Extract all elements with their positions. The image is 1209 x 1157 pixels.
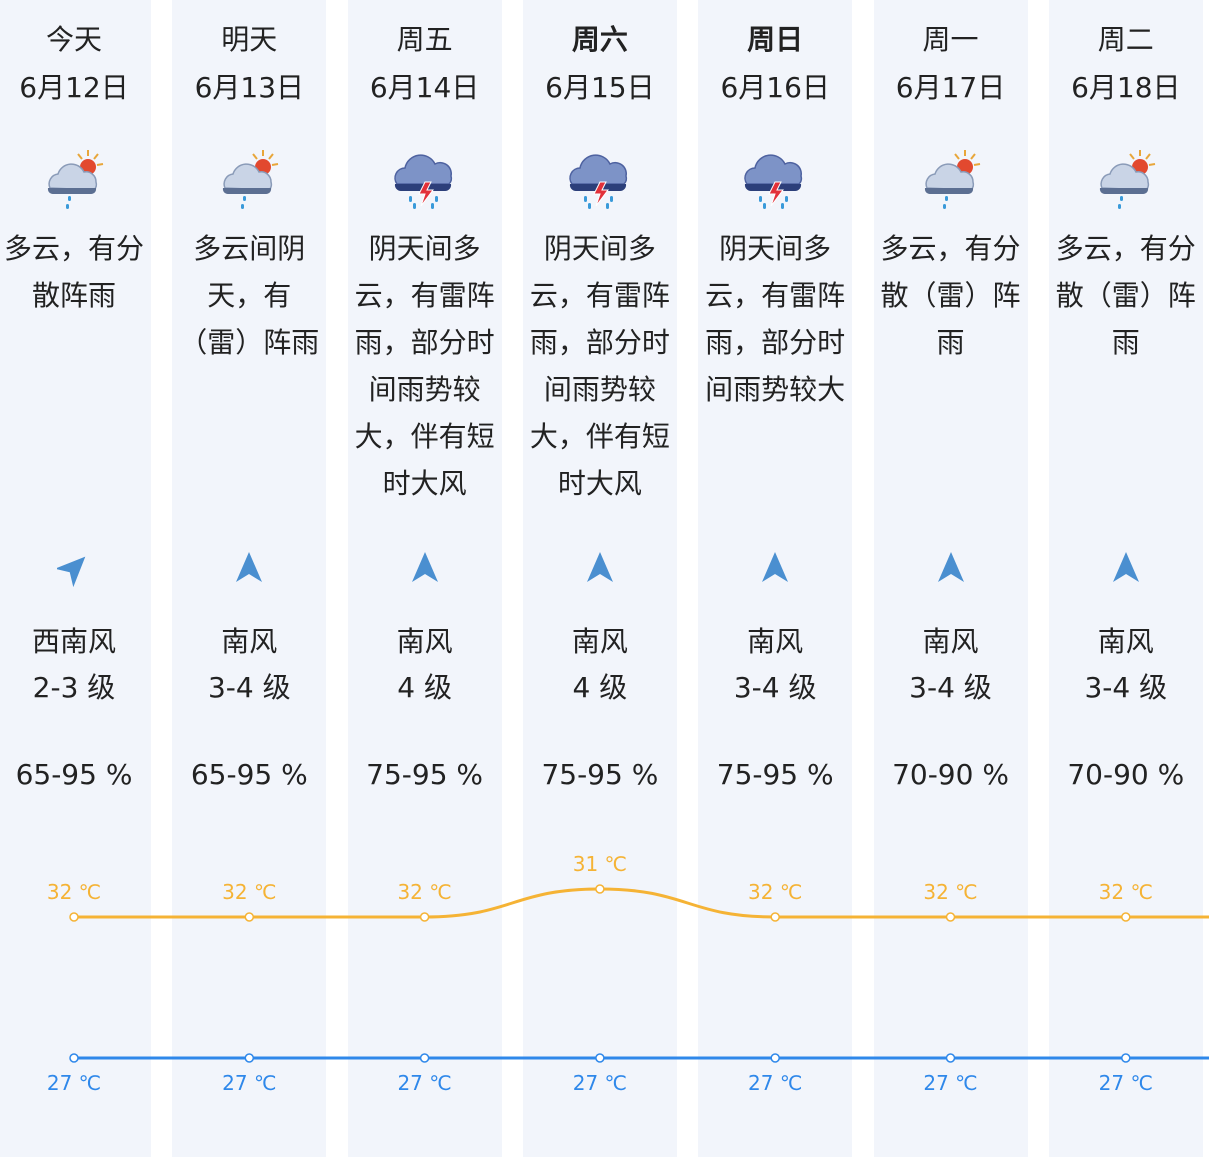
day-column: 周一 6月17日多云，有分 散（雷）阵 雨南风 3-4 级 70-90 % — [873, 0, 1028, 1157]
high-temperature-point — [244, 912, 255, 922]
date-label: 6月12日 — [19, 71, 129, 104]
humidity-range: 70-90 % — [1067, 758, 1185, 791]
high-temperature-point — [419, 912, 430, 922]
high-temperature-label: 32 ℃ — [748, 880, 802, 904]
high-temperature-label: 31 ℃ — [573, 852, 627, 876]
high-temperature-label: 32 ℃ — [923, 880, 977, 904]
wind-level: 4 级 — [397, 671, 452, 704]
high-temperature-point — [770, 912, 780, 922]
wind-direction: 南风 — [1097, 625, 1154, 658]
date-label: 6月16日 — [720, 71, 830, 104]
weekday-label: 周日 — [747, 23, 804, 56]
south-wind-arrow-icon — [758, 548, 792, 588]
humidity-range: 70-90 % — [892, 758, 1009, 791]
thunderstorm-icon — [741, 148, 809, 212]
humidity-range: 65-95 % — [15, 758, 133, 791]
low-temperature-label: 27 ℃ — [1099, 1071, 1153, 1095]
high-temperature-label: 32 ℃ — [222, 880, 276, 904]
partly-cloudy-rain-icon — [1092, 148, 1160, 212]
date-label: 6月14日 — [369, 71, 480, 104]
low-temperature-point — [244, 1053, 255, 1063]
low-temperature-point — [1121, 1053, 1131, 1063]
wind-level: 4 级 — [572, 671, 628, 704]
humidity-range: 65-95 % — [190, 758, 308, 791]
weather-description: 多云间阴 天，有 （雷）阵雨 — [179, 232, 320, 359]
high-temperature-label: 32 ℃ — [47, 880, 101, 904]
low-temperature-label: 27 ℃ — [397, 1071, 451, 1095]
low-temperature-point — [419, 1053, 430, 1063]
partly-cloudy-rain-icon — [215, 148, 283, 212]
high-temperature-point — [595, 884, 605, 894]
weekday-label: 周一 — [922, 23, 979, 56]
low-temperature-point — [770, 1053, 780, 1063]
date-label: 6月18日 — [1071, 71, 1181, 104]
low-temperature-point — [595, 1053, 605, 1063]
high-temperature-point — [69, 912, 79, 922]
weekday-label: 明天 — [221, 23, 278, 56]
thunderstorm-icon — [566, 148, 634, 212]
weekday-label: 周六 — [571, 23, 628, 56]
high-temperature-label: 32 ℃ — [1099, 880, 1153, 904]
wind-direction: 南风 — [396, 625, 453, 658]
wind-direction: 西南风 — [31, 625, 116, 658]
wind-direction: 南风 — [571, 625, 628, 658]
day-column: 周五 6月14日阴天间多 云，有雷阵 雨，部分时 间雨势较 大，伴有短 时大风南风… — [347, 0, 502, 1157]
low-temperature-point — [945, 1053, 956, 1063]
date-label: 6月15日 — [545, 71, 655, 104]
southwest-wind-arrow-icon — [54, 548, 91, 588]
thunderstorm-icon — [391, 148, 459, 212]
high-temperature-point — [945, 912, 956, 922]
humidity-range: 75-95 % — [541, 758, 659, 791]
weather-description: 多云，有分 散阵雨 — [3, 232, 144, 312]
low-temperature-label: 27 ℃ — [47, 1071, 101, 1095]
weekday-label: 周五 — [396, 23, 453, 56]
date-label: 6月17日 — [895, 71, 1006, 104]
weather-description: 阴天间多 云，有雷阵 雨，部分时 间雨势较 大，伴有短 时大风 — [354, 232, 495, 500]
weekday-label: 今天 — [45, 23, 102, 56]
low-temperature-point — [69, 1053, 79, 1063]
low-temperature-label: 27 ℃ — [222, 1071, 276, 1095]
day-column: 明天 6月13日多云间阴 天，有 （雷）阵雨南风 3-4 级 65-95 % — [172, 0, 327, 1157]
weekday-label: 周二 — [1097, 23, 1154, 56]
day-column: 周二 6月18日多云，有分 散（雷）阵 雨南风 3-4 级 70-90 % — [1048, 0, 1203, 1157]
humidity-range: 75-95 % — [366, 758, 484, 791]
south-wind-arrow-icon — [232, 548, 266, 588]
wind-direction: 南风 — [747, 625, 804, 658]
date-label: 6月13日 — [194, 71, 305, 104]
wind-direction: 南风 — [221, 625, 278, 658]
high-temperature-label: 32 ℃ — [397, 880, 451, 904]
high-temperature-point — [1121, 912, 1131, 922]
day-column: 今天 6月12日多云，有分 散阵雨西南风 2-3 级 65-95 % — [0, 0, 151, 1157]
wind-level: 3-4 级 — [733, 671, 817, 704]
low-temperature-label: 27 ℃ — [748, 1071, 802, 1095]
day-column: 周日 6月16日阴天间多 云，有雷阵 雨，部分时 间雨势较大南风 3-4 级 75-9… — [698, 0, 853, 1157]
wind-direction: 南风 — [922, 625, 979, 658]
low-temperature-label: 27 ℃ — [923, 1071, 977, 1095]
wind-level: 3-4 级 — [207, 671, 291, 704]
south-wind-arrow-icon — [1109, 548, 1143, 588]
south-wind-arrow-icon — [408, 548, 442, 588]
partly-cloudy-rain-icon — [40, 148, 108, 212]
weather-description: 多云，有分 散（雷）阵 雨 — [1055, 232, 1196, 359]
humidity-range: 75-95 % — [716, 758, 834, 791]
wind-level: 3-4 级 — [909, 671, 992, 704]
weather-description: 阴天间多 云，有雷阵 雨，部分时 间雨势较大 — [705, 232, 846, 406]
partly-cloudy-rain-icon — [917, 148, 985, 212]
low-temperature-label: 27 ℃ — [573, 1071, 627, 1095]
day-column: 周六 6月15日阴天间多 云，有雷阵 雨，部分时 间雨势较 大，伴有短 时大风南风… — [522, 0, 677, 1157]
wind-level: 3-4 级 — [1084, 671, 1168, 704]
south-wind-arrow-icon — [583, 548, 617, 588]
weather-description: 阴天间多 云，有雷阵 雨，部分时 间雨势较 大，伴有短 时大风 — [529, 232, 670, 500]
weather-description: 多云，有分 散（雷）阵 雨 — [880, 232, 1021, 359]
wind-level: 2-3 级 — [32, 671, 116, 704]
south-wind-arrow-icon — [934, 548, 968, 588]
